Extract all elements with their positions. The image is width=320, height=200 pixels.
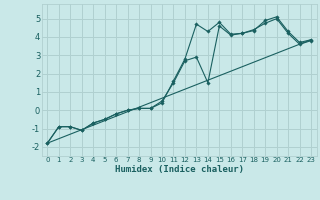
X-axis label: Humidex (Indice chaleur): Humidex (Indice chaleur) (115, 165, 244, 174)
